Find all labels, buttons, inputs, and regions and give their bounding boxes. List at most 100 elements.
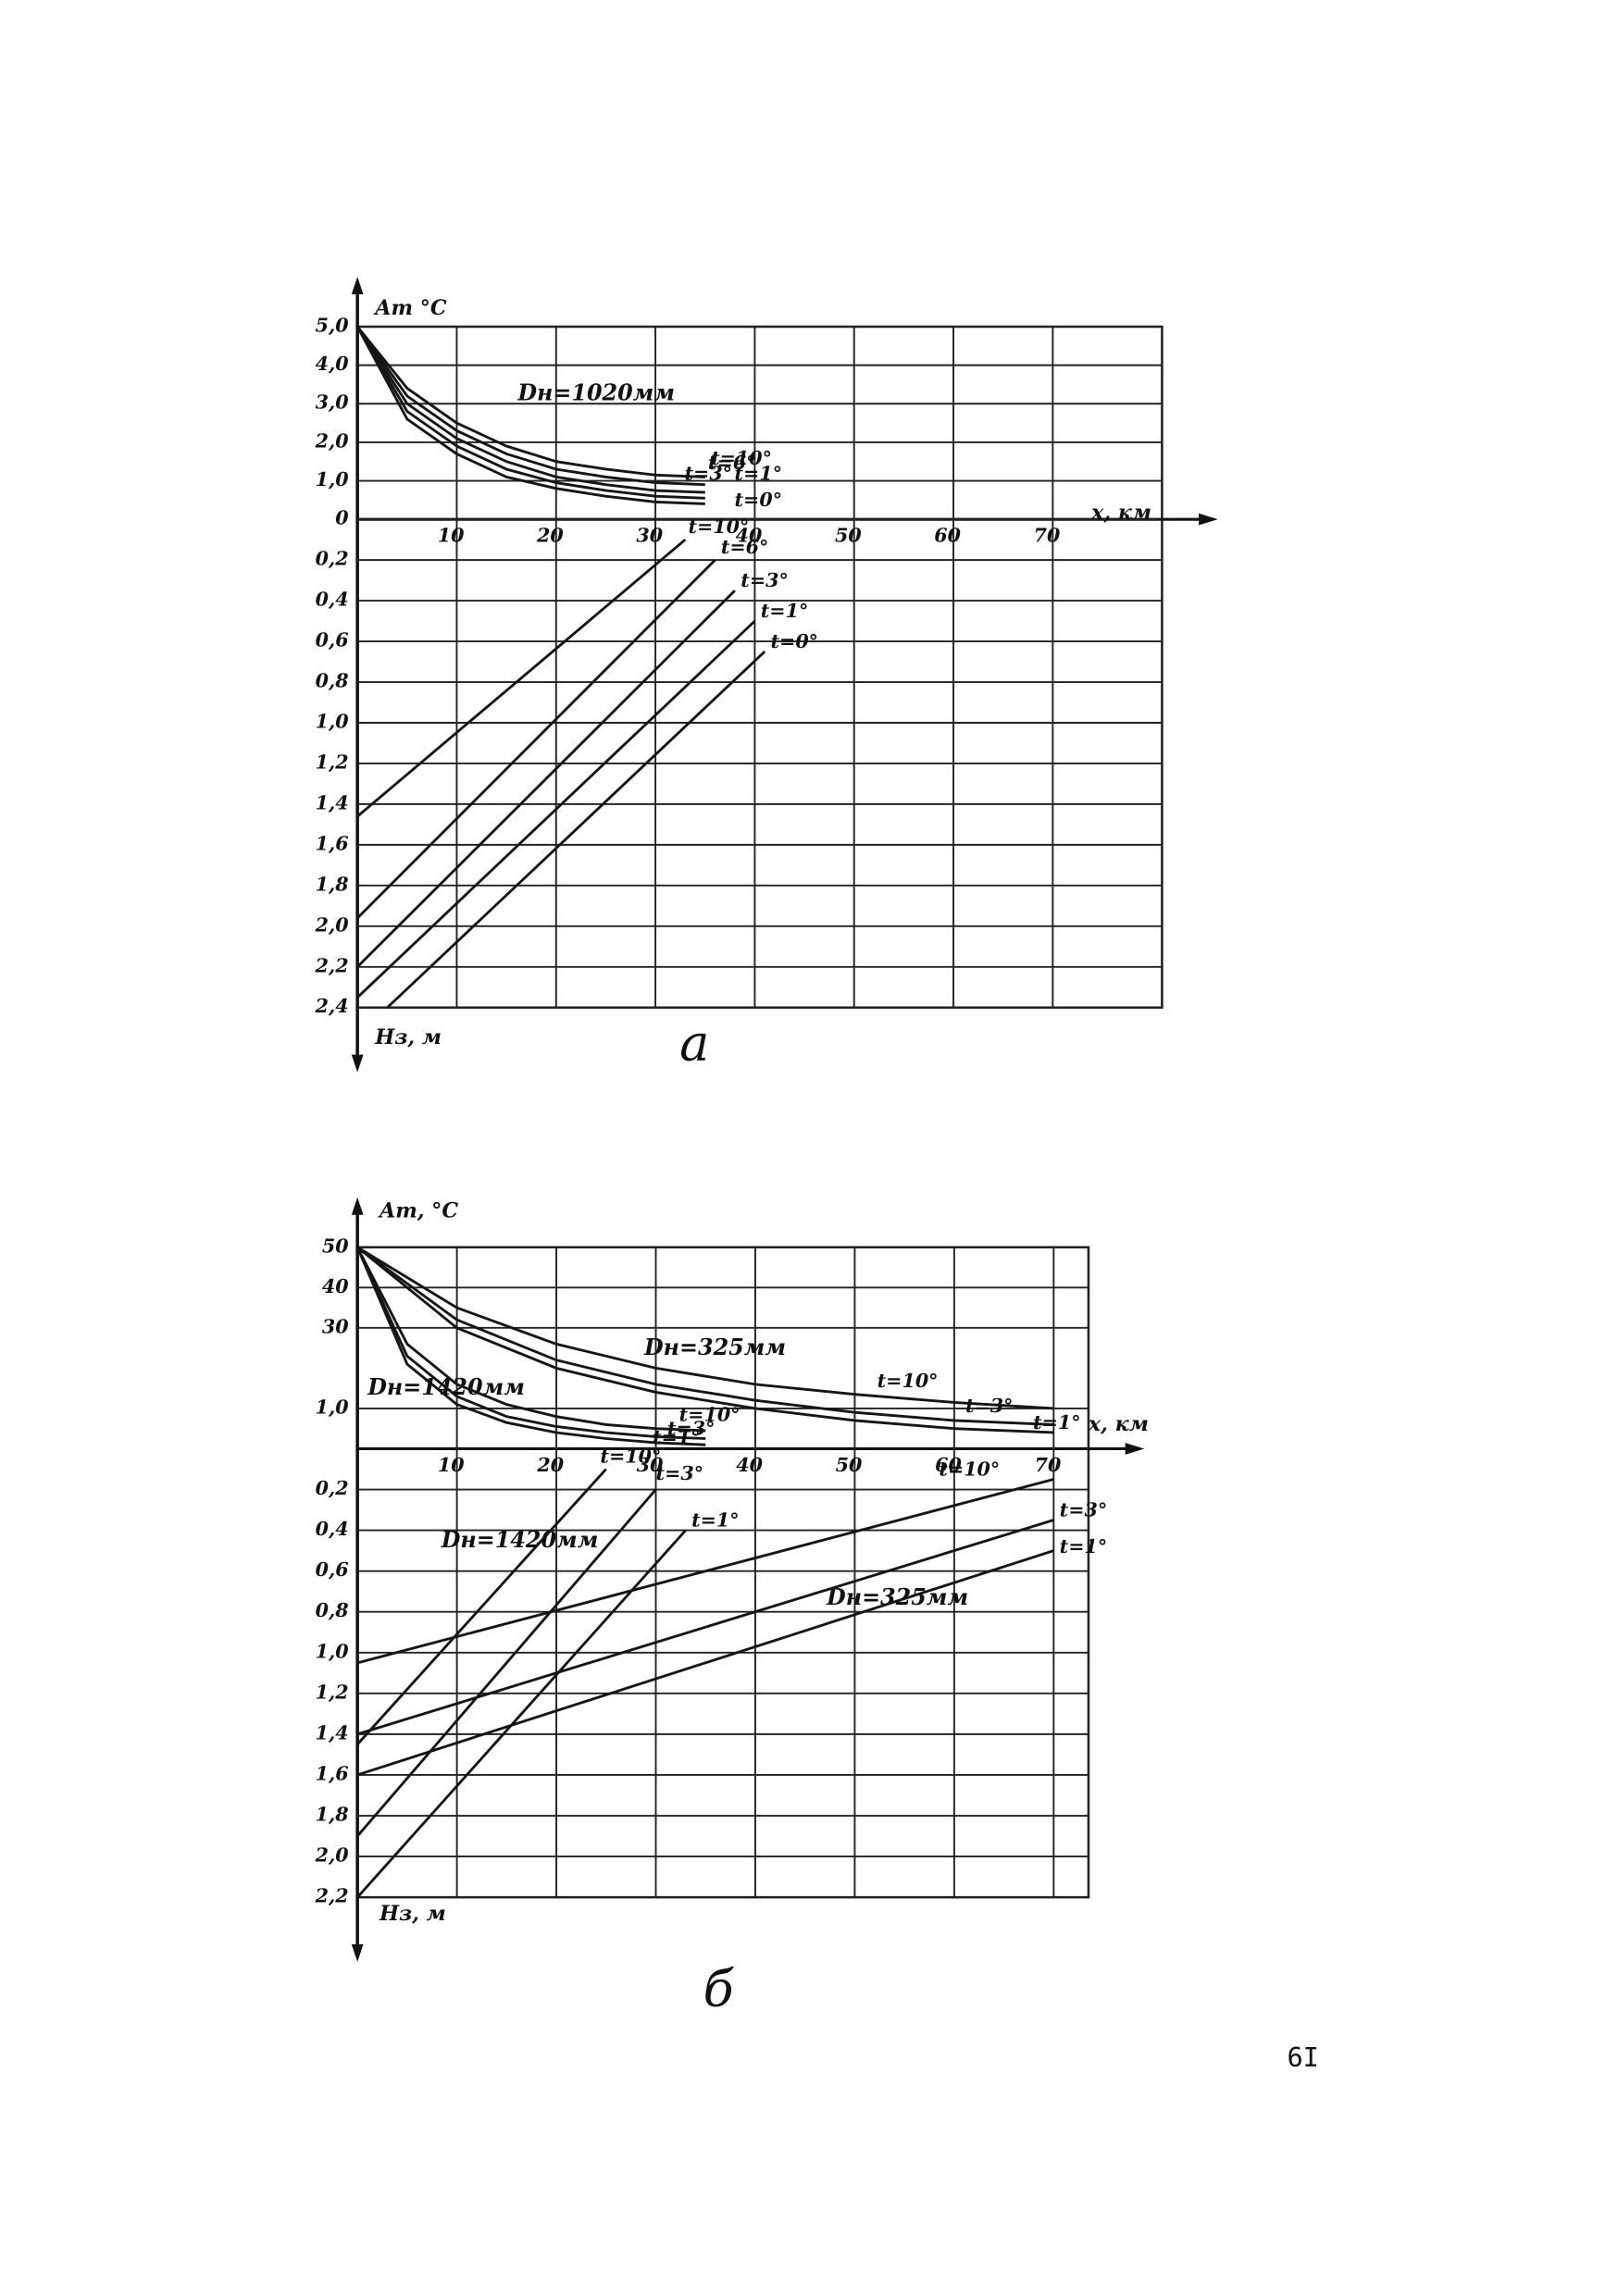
- series-line: [356, 1246, 1054, 1434]
- caption: б: [703, 1959, 735, 2017]
- caption: а: [679, 1014, 709, 1073]
- y-tick-label: 1,0: [316, 468, 350, 490]
- series-line: [356, 559, 716, 919]
- y-tick-label: 50: [322, 1235, 349, 1257]
- series-label: t=10°: [688, 515, 749, 538]
- x-axis-arrow: [1125, 1443, 1145, 1455]
- annotation: Dн=1020мм: [517, 380, 675, 406]
- x-tick-label: 70: [1035, 1454, 1062, 1476]
- series-label: t=3°: [965, 1395, 1014, 1417]
- series-label: t=1°: [1060, 1535, 1108, 1558]
- y-axis-label: Aт °С: [373, 296, 447, 320]
- series-label: t=3°: [684, 462, 732, 484]
- y-tick-label: 4,0: [316, 353, 350, 375]
- y-tick-label: 5,0: [316, 314, 350, 336]
- x-tick-label: 60: [935, 1454, 962, 1476]
- series-label: t=3°: [656, 1462, 704, 1484]
- x-axis-label: x, км: [1090, 501, 1151, 525]
- y2-tick-label: 1,6: [316, 832, 349, 854]
- x-tick-label: 50: [836, 1454, 863, 1476]
- y2-tick-label: 1,0: [316, 1640, 350, 1662]
- x-axis-arrow: [1199, 513, 1218, 526]
- series-label: t=10°: [939, 1458, 1000, 1480]
- x-tick-label: 30: [637, 1454, 664, 1476]
- y2-tick-label: 1,2: [316, 751, 349, 773]
- x-tick-label: 30: [636, 525, 663, 547]
- y-tick-label: 2,0: [315, 429, 350, 452]
- y-tick-label: 30: [322, 1315, 349, 1337]
- series-label: t=0°: [735, 489, 783, 511]
- series-label: t=0°: [770, 630, 818, 652]
- series-line: [356, 590, 736, 968]
- series-label: t=10°: [877, 1370, 939, 1392]
- y2-tick-label: 0,8: [316, 670, 349, 692]
- series-label: t=1°: [761, 600, 809, 622]
- y2-tick-label: 1,8: [316, 1804, 349, 1826]
- series-line: [356, 1468, 607, 1745]
- y2-tick-label: 1,6: [316, 1762, 349, 1784]
- y2-tick-label: 1,2: [316, 1681, 349, 1703]
- y2-tick-label: 2,4: [315, 995, 349, 1017]
- y-tick-label: 1,0: [316, 1396, 350, 1418]
- annotation: Dн=325мм: [826, 1584, 968, 1610]
- y2-tick-label: 2,2: [315, 1885, 349, 1907]
- annotation: Dн=1420мм: [441, 1527, 599, 1553]
- plot-frame: [355, 325, 1164, 1010]
- series-line: [355, 326, 705, 487]
- x-tick-label: 20: [536, 525, 564, 547]
- series-line: [356, 1246, 1054, 1410]
- y2-tick-label: 0,6: [316, 629, 349, 652]
- x-axis-label: x, км: [1088, 1412, 1149, 1436]
- series-label: t=3°: [667, 1418, 716, 1440]
- series-line: [356, 1529, 687, 1899]
- y2-tick-label: 2,0: [315, 1844, 350, 1867]
- series-label: t=1°: [691, 1509, 740, 1532]
- series-label: t=1°: [653, 1426, 701, 1448]
- series-label: t=10°: [600, 1445, 661, 1467]
- series-line: [356, 1478, 1054, 1665]
- series-line: [386, 650, 766, 1009]
- x-tick-label: 20: [536, 1454, 564, 1476]
- page-number: 6I: [1287, 2042, 1318, 2073]
- series-line: [356, 620, 756, 999]
- y2-tick-label: 0,2: [316, 1477, 349, 1499]
- series-label: t=3°: [1060, 1499, 1108, 1521]
- y2-tick-label: 1,4: [316, 1721, 349, 1744]
- y2-tick-label: 0,4: [316, 1518, 349, 1540]
- y2-axis-label: Hз, м: [379, 1902, 446, 1926]
- series-label: t=6°: [708, 452, 756, 474]
- series-label: t=3°: [741, 569, 789, 591]
- series-line: [356, 1488, 657, 1837]
- series-line: [356, 1549, 1054, 1777]
- series-label: t=10°: [711, 447, 772, 469]
- series-label: t=10°: [679, 1403, 741, 1425]
- series-line: [356, 539, 687, 818]
- y2-tick-label: 2,2: [315, 954, 349, 976]
- series-line: [356, 326, 705, 478]
- y-tick-label: 40: [322, 1275, 349, 1297]
- x-tick-label: 60: [934, 525, 961, 547]
- y2-tick-label: 0,6: [316, 1558, 349, 1581]
- x-tick-label: 40: [736, 1454, 763, 1476]
- y-tick-label: 0: [335, 507, 349, 529]
- y-tick-label: 3,0: [316, 391, 350, 414]
- x-tick-label: 50: [835, 525, 862, 547]
- series-line: [355, 1247, 706, 1433]
- x-tick-label: 10: [438, 1454, 465, 1476]
- y2-axis-label: Hз, м: [374, 1025, 442, 1049]
- x-tick-label: 40: [736, 525, 763, 547]
- y2-tick-label: 1,4: [316, 791, 349, 813]
- y2-tick-label: 0,4: [316, 589, 349, 611]
- x-tick-label: 70: [1034, 525, 1061, 547]
- series-label: t=1°: [735, 462, 783, 484]
- series-line: [355, 326, 705, 505]
- annotation: Dн=325мм: [643, 1334, 786, 1360]
- series-line: [355, 1247, 706, 1446]
- y2-tick-label: 2,0: [315, 913, 350, 936]
- x-tick-label: 10: [438, 525, 465, 547]
- y2-tick-label: 1,0: [316, 710, 350, 732]
- series-line: [355, 326, 705, 494]
- series-line: [356, 1246, 1054, 1426]
